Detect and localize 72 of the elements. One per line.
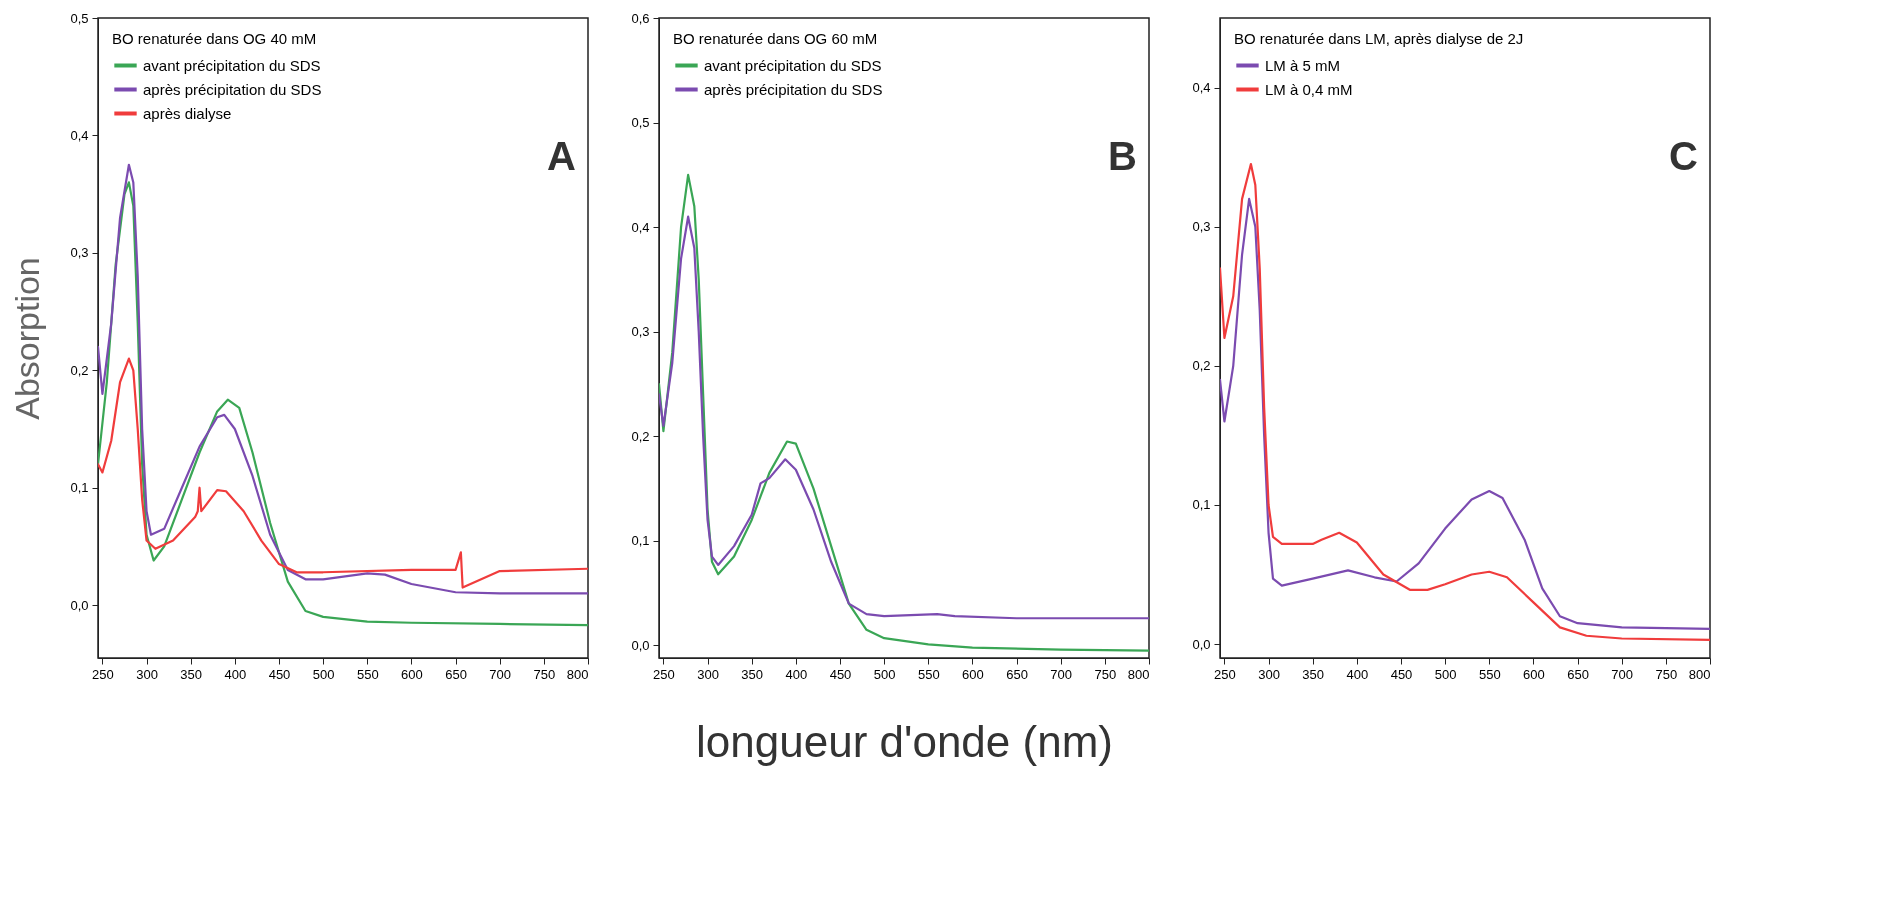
x-tick-label: 300 bbox=[136, 666, 158, 682]
y-tick-label: 0,1 bbox=[70, 480, 89, 496]
x-tick-label: 650 bbox=[445, 666, 467, 682]
annotation: B bbox=[1108, 134, 1137, 178]
x-tick-label: 300 bbox=[697, 666, 719, 682]
x-tick-label: 600 bbox=[1523, 666, 1545, 682]
x-tick-label: 500 bbox=[1434, 666, 1457, 682]
y-tick-label: 0,2 bbox=[631, 428, 650, 444]
x-tick-label: 500 bbox=[312, 666, 335, 682]
x-tick-label: 550 bbox=[1478, 666, 1501, 682]
x-tick-label: 450 bbox=[268, 666, 291, 682]
x-tick-label: 750 bbox=[533, 666, 556, 682]
y-tick-label: 0,5 bbox=[631, 115, 650, 131]
x-tick-label: 450 bbox=[829, 666, 852, 682]
y-tick-label: 0,0 bbox=[631, 637, 650, 653]
legend-label: après précipitation du SDS bbox=[704, 80, 883, 98]
legend-label: après dialyse bbox=[143, 104, 232, 122]
legend-label: après précipitation du SDS bbox=[143, 80, 322, 98]
y-tick-label: 0,3 bbox=[631, 324, 650, 340]
legend-label: avant précipitation du SDS bbox=[704, 56, 882, 74]
x-tick-label: 300 bbox=[1258, 666, 1280, 682]
annotation: A bbox=[547, 134, 576, 178]
y-tick-label: 0,5 bbox=[70, 10, 89, 26]
y-tick-label: 0,1 bbox=[631, 533, 650, 549]
x-tick-label: 750 bbox=[1094, 666, 1117, 682]
x-tick-label: 700 bbox=[1611, 666, 1634, 682]
y-tick-label: 0,0 bbox=[1192, 636, 1211, 652]
x-tick-label: 350 bbox=[180, 666, 203, 682]
x-axis-title: longueur d'onde (nm) bbox=[696, 716, 1113, 766]
y-tick-label: 0,4 bbox=[70, 127, 89, 143]
legend-label: LM à 5 mM bbox=[1265, 56, 1341, 74]
x-tick-label: 400 bbox=[224, 666, 247, 682]
y-tick-label: 0,1 bbox=[1192, 497, 1211, 513]
x-tick-label: 800 bbox=[566, 666, 589, 682]
y-tick-label: 0,3 bbox=[1192, 219, 1211, 235]
x-tick-label: 550 bbox=[917, 666, 940, 682]
x-tick-label: 800 bbox=[1688, 666, 1711, 682]
y-tick-label: 0,2 bbox=[70, 362, 89, 378]
y-tick-label: 0,3 bbox=[70, 245, 89, 261]
y-axis-title: Absorption bbox=[8, 257, 47, 420]
x-tick-label: 250 bbox=[1214, 666, 1236, 682]
line-series bbox=[659, 215, 1149, 620]
y-tick-label: 0,0 bbox=[70, 597, 89, 613]
x-tick-label: 350 bbox=[741, 666, 764, 682]
x-tick-label: 500 bbox=[873, 666, 896, 682]
line-series bbox=[659, 173, 1149, 652]
x-tick-label: 600 bbox=[962, 666, 984, 682]
line-series bbox=[98, 357, 588, 589]
legend-label: LM à 0,4 mM bbox=[1265, 80, 1353, 98]
x-tick-label: 350 bbox=[1302, 666, 1325, 682]
legend-title: BO renaturée dans LM, après dialyse de 2J bbox=[1234, 30, 1524, 47]
y-tick-label: 0,4 bbox=[1192, 80, 1211, 96]
x-tick-label: 250 bbox=[653, 666, 675, 682]
x-tick-label: 400 bbox=[785, 666, 808, 682]
x-tick-label: 700 bbox=[1050, 666, 1073, 682]
x-tick-label: 400 bbox=[1346, 666, 1369, 682]
y-tick-label: 0,4 bbox=[631, 219, 650, 235]
annotation: C bbox=[1669, 134, 1698, 178]
x-tick-label: 750 bbox=[1655, 666, 1678, 682]
x-tick-label: 450 bbox=[1390, 666, 1413, 682]
legend-title: BO renaturée dans OG 40 mM bbox=[112, 30, 317, 47]
x-tick-label: 550 bbox=[356, 666, 379, 682]
legend-label: avant précipitation du SDS bbox=[143, 56, 321, 74]
legend-title: BO renaturée dans OG 60 mM bbox=[673, 30, 878, 47]
x-tick-label: 650 bbox=[1567, 666, 1589, 682]
x-tick-label: 600 bbox=[401, 666, 423, 682]
x-tick-label: 700 bbox=[489, 666, 512, 682]
x-tick-label: 250 bbox=[92, 666, 114, 682]
x-tick-label: 800 bbox=[1127, 666, 1150, 682]
y-tick-label: 0,2 bbox=[1192, 358, 1211, 374]
y-tick-label: 0,6 bbox=[631, 10, 650, 26]
x-tick-label: 650 bbox=[1006, 666, 1028, 682]
